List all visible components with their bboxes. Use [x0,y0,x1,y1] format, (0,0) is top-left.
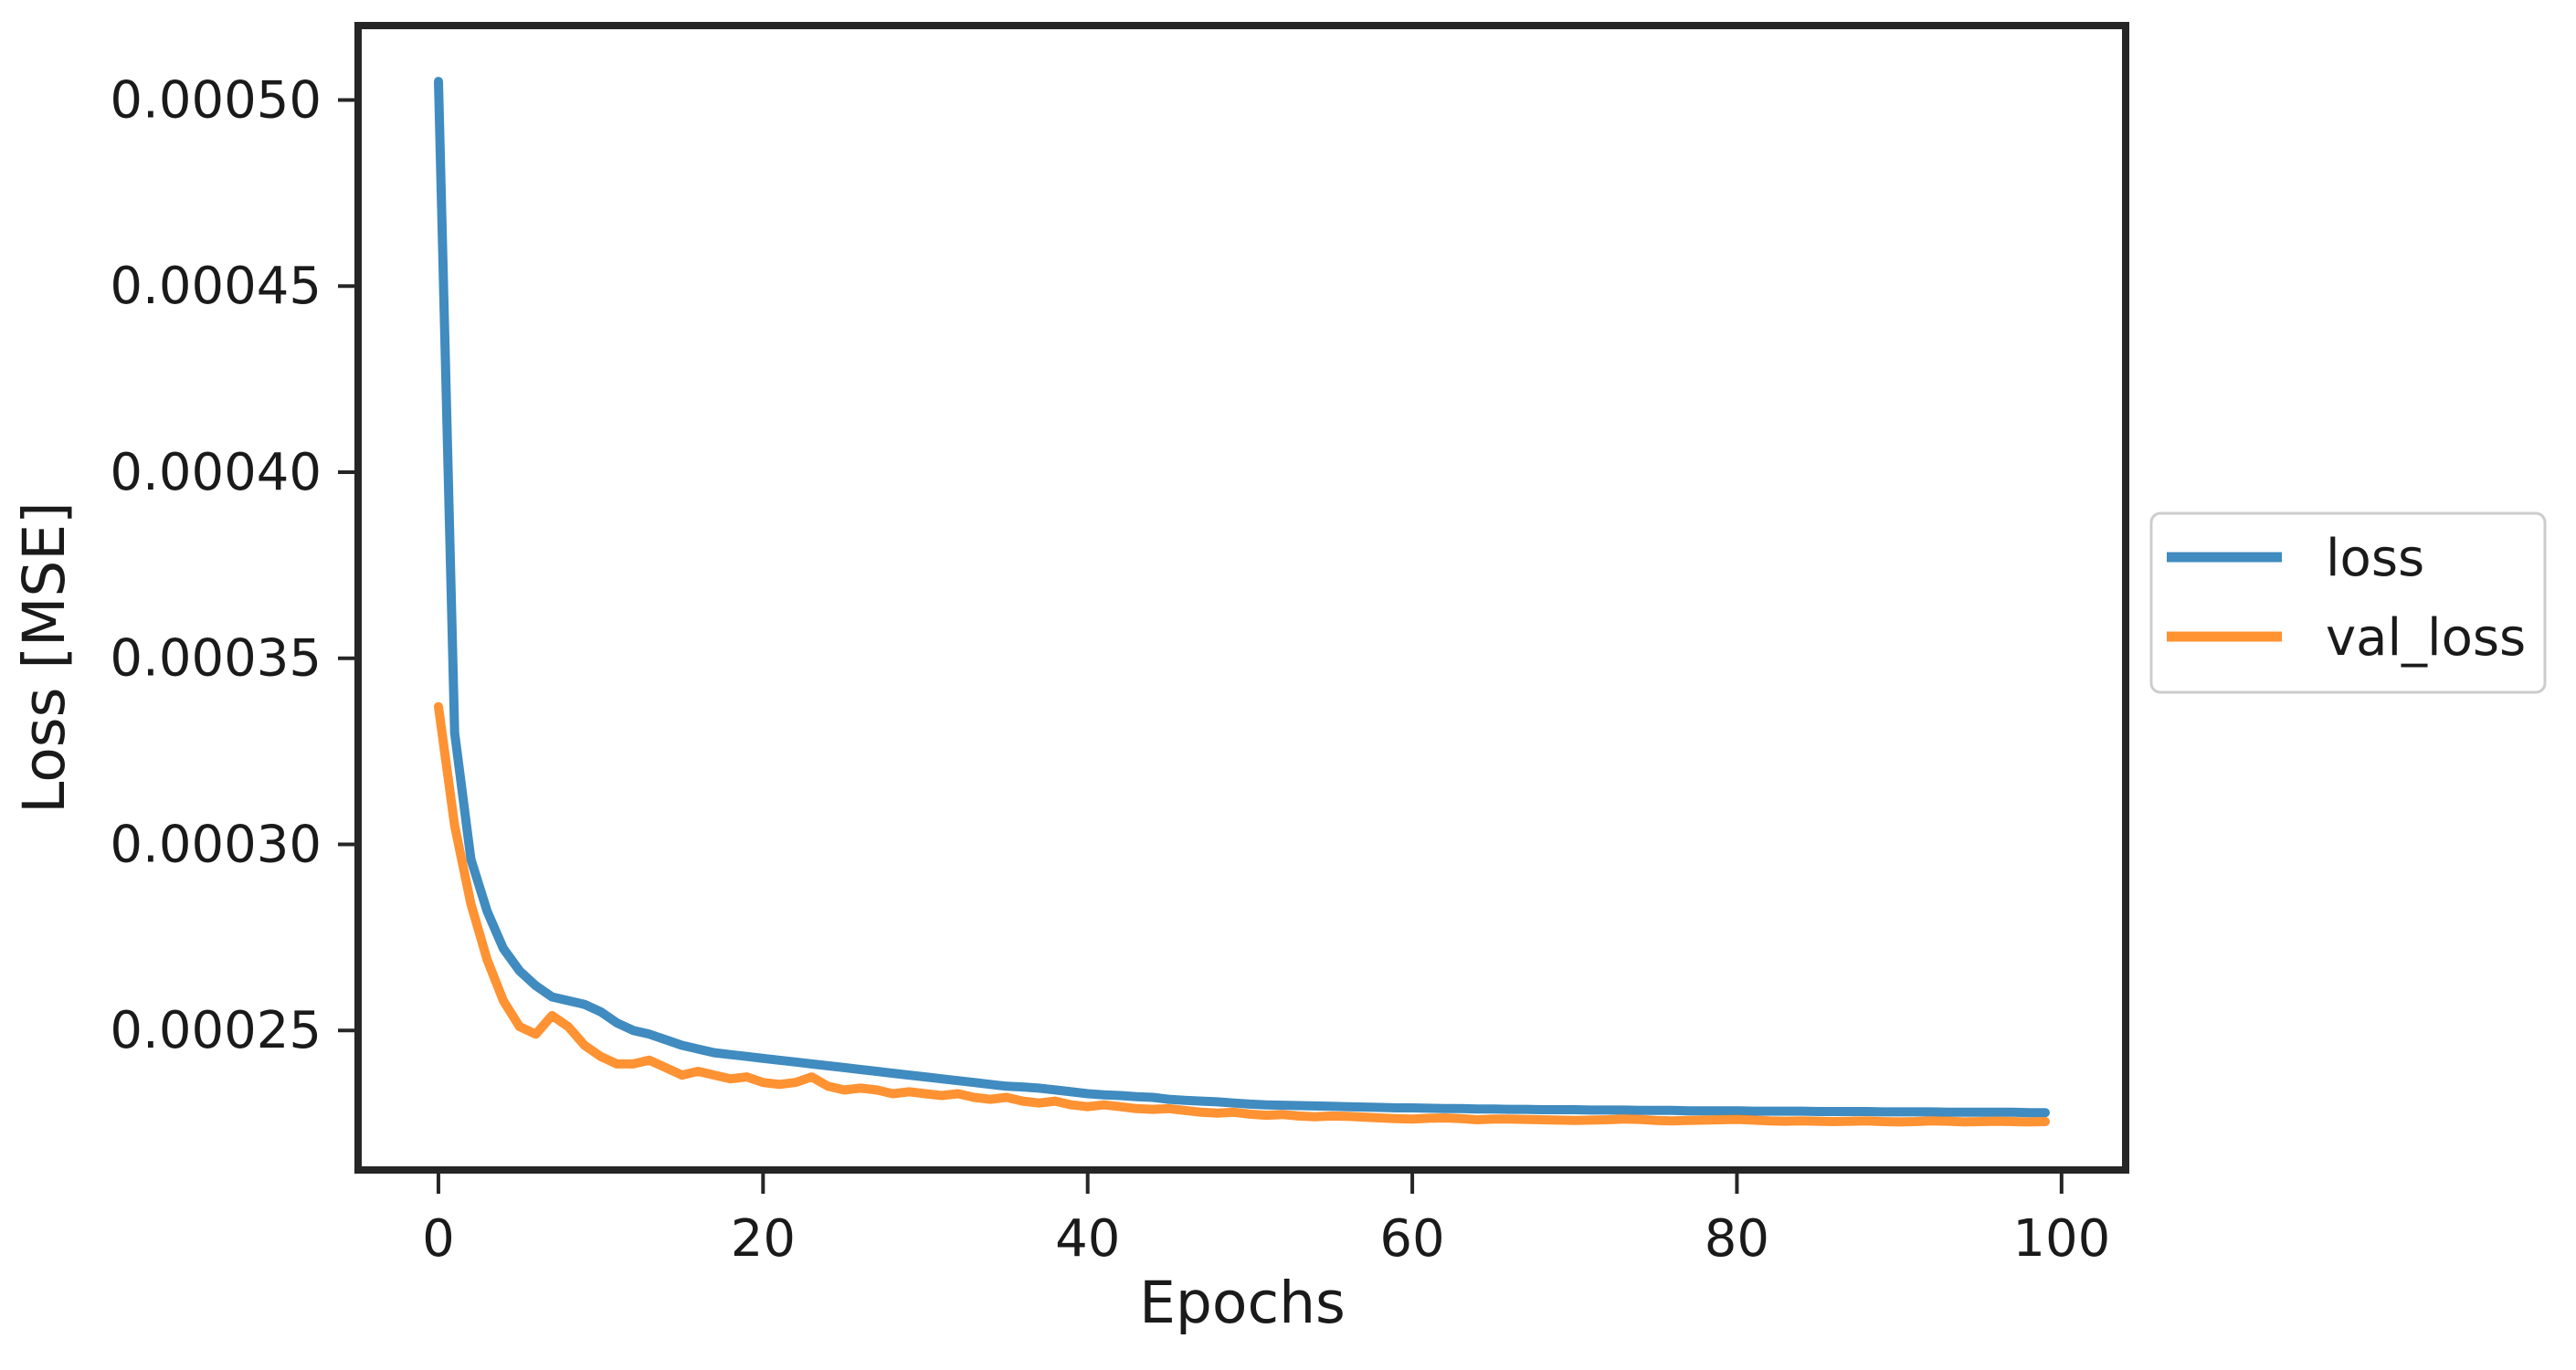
y-tick-label: 0.00040 [110,443,322,502]
data-series [434,77,2050,1127]
y-tick-label: 0.00045 [110,257,322,316]
x-axis-ticks: 0 20 40 60 80 100 [422,1170,2110,1269]
x-tick-label: 100 [2012,1209,2110,1269]
legend: loss val_loss [2149,511,2547,694]
x-tick-label: 20 [731,1209,796,1269]
loss-line [434,77,2050,1118]
x-axis-label: Epochs [1139,1270,1346,1336]
legend-label-val-loss: val_loss [2326,608,2526,668]
y-axis-ticks: 0.00025 0.00030 0.00035 0.00040 0.00045 0.000… [110,70,358,1060]
val_loss-line [434,701,2050,1127]
legend-label-loss: loss [2326,529,2424,588]
y-tick-label: 0.00025 [110,1001,322,1060]
y-tick-label: 0.00035 [110,629,322,689]
x-tick-label: 40 [1055,1209,1120,1269]
plot-area-spines [354,22,2129,1174]
x-tick-label: 60 [1379,1209,1444,1269]
x-tick-label: 0 [422,1209,455,1269]
x-tick-label: 80 [1705,1209,1769,1269]
y-axis-label: Loss [MSE] [11,501,78,814]
y-tick-label: 0.00030 [110,815,322,874]
y-tick-label: 0.00050 [110,70,322,130]
